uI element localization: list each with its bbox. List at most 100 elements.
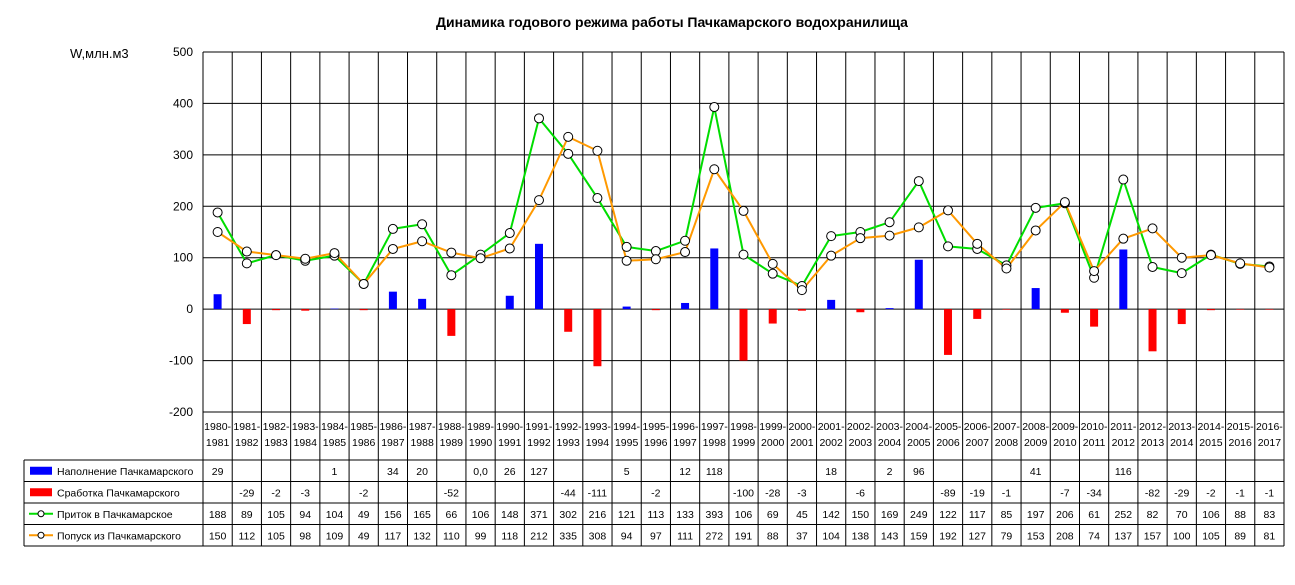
category-label: 2015- [1227, 421, 1254, 433]
table-cell: -6 [856, 487, 865, 499]
category-label: 1981 [206, 437, 230, 449]
table-cell: 206 [1056, 509, 1074, 521]
category-label: 2009 [1024, 437, 1048, 449]
table-cell: 105 [1202, 530, 1220, 542]
bar [505, 295, 514, 310]
y-tick-label: 0 [186, 302, 193, 316]
data-point [1001, 263, 1012, 274]
legend-label: Попуск из Пачкамарского [57, 530, 181, 542]
table-cell: 118 [706, 466, 723, 478]
category-label: 2014- [1198, 421, 1225, 433]
table-cell: 127 [530, 466, 548, 478]
bar [1090, 309, 1099, 327]
category-label: 1982- [263, 421, 290, 433]
table-cell: 188 [209, 509, 227, 521]
category-label: 1989- [467, 421, 494, 433]
data-point [621, 255, 632, 266]
bar [885, 308, 894, 310]
category-label: 1985 [323, 437, 347, 449]
category-label: 1995 [615, 437, 639, 449]
bar [301, 309, 310, 311]
data-point [680, 247, 691, 258]
data-point [738, 249, 749, 260]
bar [856, 309, 865, 313]
series-lines [216, 106, 1270, 292]
y-axis-label: W,млн.м3 [70, 46, 129, 61]
table-cell: 106 [1202, 509, 1220, 521]
bars [213, 243, 1274, 367]
category-label: 1980- [204, 421, 231, 433]
table-cell: 109 [326, 530, 344, 542]
table-cell: 79 [1001, 530, 1013, 542]
table-cell: 94 [299, 509, 311, 521]
data-point [592, 193, 603, 204]
table-cell: 208 [1056, 530, 1074, 542]
table-cell: -19 [970, 487, 985, 499]
table-cell: 169 [881, 509, 899, 521]
table-cell: 5 [624, 466, 630, 478]
table-cell: 197 [1027, 509, 1045, 521]
table-cell: 192 [939, 530, 957, 542]
table-cell: 37 [796, 530, 808, 542]
category-label: 2001 [790, 437, 814, 449]
series-points [212, 102, 1275, 296]
data-point [826, 250, 837, 261]
table-cell: -1 [1265, 487, 1274, 499]
bar [1148, 309, 1157, 352]
table-cell: 157 [1144, 530, 1162, 542]
data-point [913, 222, 924, 233]
category-label: 2003 [849, 437, 873, 449]
data-point [212, 207, 223, 218]
category-label: 1989 [440, 437, 464, 449]
data-point [475, 253, 486, 264]
data-point [1176, 252, 1187, 263]
data-point [241, 246, 252, 257]
table-cell: 137 [1115, 530, 1133, 542]
table-cell: 96 [913, 466, 925, 478]
data-point [1235, 258, 1246, 269]
category-label: 1993- [584, 421, 611, 433]
table-cell: -7 [1060, 487, 1069, 499]
category-label: 1990- [496, 421, 523, 433]
bar [534, 243, 543, 310]
bar [1177, 309, 1186, 325]
bar [739, 309, 748, 361]
category-label: 1986 [352, 437, 376, 449]
category-label: 2000- [789, 421, 816, 433]
table-cell: 117 [969, 509, 986, 521]
data-point [300, 253, 311, 264]
table-cell: 85 [1001, 509, 1013, 521]
table-cell: 117 [385, 530, 402, 542]
bar [1206, 309, 1215, 311]
y-axis-ticks: 500 400 300 200 100 0 -100 -200 [169, 45, 193, 419]
table-cell: 29 [212, 466, 224, 478]
category-label: 1990 [469, 437, 493, 449]
category-label: 1996 [644, 437, 668, 449]
data-point [738, 205, 749, 216]
table-cell: 82 [1147, 509, 1159, 521]
legend-key-marker [37, 531, 45, 539]
legend-label: Наполнение Пачкамарского [57, 466, 193, 478]
legend-label: Приток в Пачкамарское [57, 509, 173, 521]
category-label: 1985- [350, 421, 377, 433]
table-cell: 20 [416, 466, 428, 478]
table-cell: 105 [267, 530, 285, 542]
y-tick-label: 100 [173, 251, 193, 265]
y-tick-label: 500 [173, 45, 193, 59]
table-cell: 118 [501, 530, 518, 542]
table-cell: 132 [413, 530, 431, 542]
table-cell: 113 [647, 509, 664, 521]
table-cell: 88 [1234, 509, 1246, 521]
bar [768, 309, 777, 324]
table-cell: 121 [618, 509, 636, 521]
table-cell: 110 [443, 530, 460, 542]
table-cell: 89 [1234, 530, 1246, 542]
category-label: 1999- [759, 421, 786, 433]
table-cell: 308 [589, 530, 607, 542]
data-point [387, 223, 398, 234]
category-label: 2017 [1258, 437, 1282, 449]
data-point [1147, 261, 1158, 272]
data-point [884, 230, 895, 241]
category-label: 2004- [905, 421, 932, 433]
data-point [592, 145, 603, 156]
